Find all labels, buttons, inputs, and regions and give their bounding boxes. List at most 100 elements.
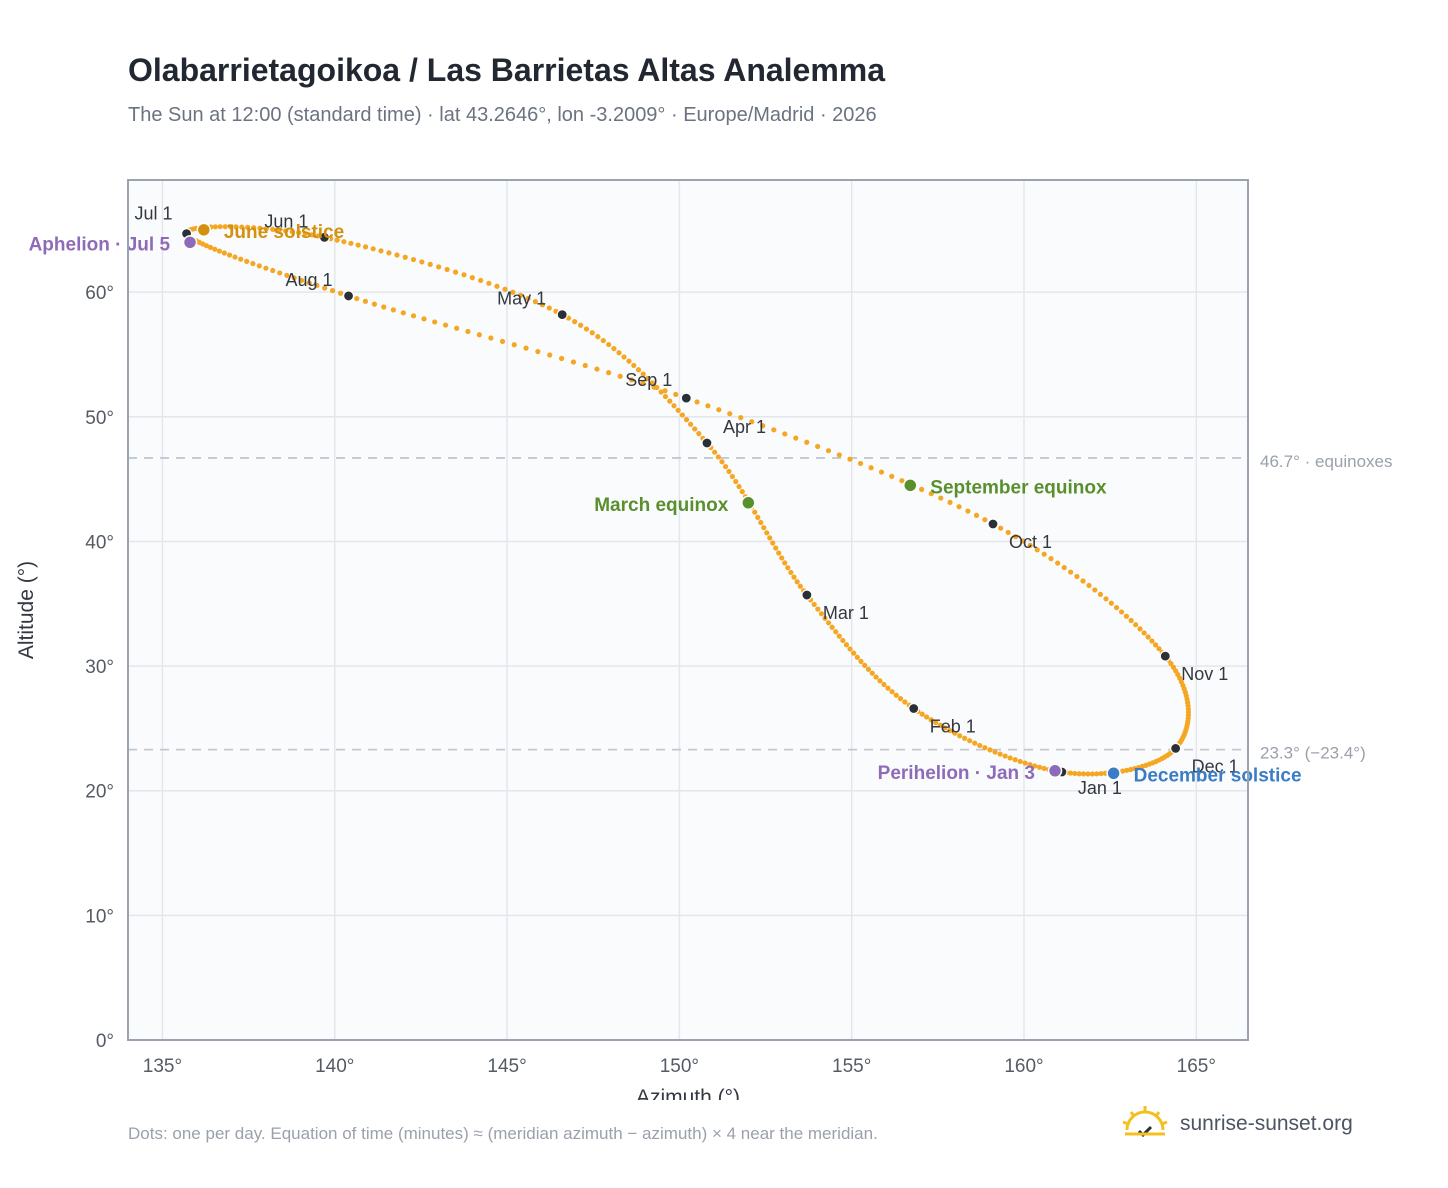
daily-sun-dot <box>640 371 646 377</box>
month-marker <box>556 309 568 321</box>
daily-sun-dot <box>694 399 700 405</box>
month-label: Feb 1 <box>930 716 976 736</box>
daily-sun-dot <box>1145 634 1151 640</box>
daily-sun-dot <box>947 727 953 734</box>
sun-logo-icon <box>1122 1106 1168 1138</box>
daily-sun-dot <box>1123 613 1130 619</box>
daily-sun-dot <box>889 689 895 695</box>
daily-sun-dot <box>972 740 978 746</box>
daily-sun-dot <box>1118 609 1125 615</box>
daily-sun-dot <box>212 224 218 230</box>
daily-sun-dot <box>1022 760 1028 766</box>
x-tick-label: 135° <box>143 1056 182 1077</box>
daily-sun-dot <box>631 362 637 369</box>
month-label: Jul 1 <box>135 204 173 224</box>
daily-sun-dot <box>1124 767 1130 773</box>
daily-sun-dot <box>738 415 744 421</box>
daily-sun-dot <box>928 491 934 497</box>
daily-sun-dot <box>488 335 494 341</box>
daily-sun-dot <box>329 288 336 294</box>
daily-sun-dot <box>207 244 214 251</box>
daily-sun-dot <box>965 508 971 514</box>
daily-sun-dot <box>239 224 245 230</box>
daily-sun-dot <box>729 473 736 480</box>
daily-sun-dot <box>257 225 263 231</box>
daily-sun-dot <box>1007 755 1013 761</box>
daily-sun-dot <box>858 658 864 664</box>
month-label: Dec 1 <box>1192 756 1239 776</box>
daily-sun-dot <box>928 717 934 723</box>
daily-sun-dot <box>410 313 417 319</box>
brand[interactable]: sunrise-sunset.org <box>1120 1102 1353 1146</box>
daily-sun-dot <box>1113 604 1120 611</box>
daily-sun-dot <box>758 519 764 526</box>
daily-sun-dot <box>600 337 606 344</box>
daily-sun-dot <box>662 393 669 400</box>
daily-sun-dot <box>771 427 777 433</box>
daily-sun-dot <box>679 412 685 418</box>
daily-sun-dot <box>1027 542 1033 548</box>
daily-sun-dot <box>836 452 842 458</box>
daily-sun-dot <box>952 730 958 736</box>
daily-sun-dot <box>212 246 218 252</box>
daily-sun-dot <box>1103 596 1109 602</box>
daily-sun-dot <box>226 252 233 258</box>
daily-sun-dot <box>582 362 588 369</box>
x-tick-label: 150° <box>660 1056 699 1077</box>
month-label: Oct 1 <box>1009 532 1052 552</box>
daily-sun-dot <box>919 486 925 492</box>
daily-sun-dot <box>764 530 770 536</box>
daily-sun-dot <box>461 272 467 278</box>
daily-sun-dot <box>793 435 799 441</box>
reference-lines: 46.7° · equinoxes 23.3° (−23.4°) <box>128 452 1393 763</box>
daily-sun-dot <box>362 298 369 304</box>
daily-sun-dot <box>270 226 276 232</box>
daily-sun-dot <box>651 384 657 390</box>
daily-sun-dot <box>386 250 392 256</box>
event-label: March equinox <box>594 495 729 516</box>
daily-sun-dot <box>962 735 968 741</box>
reference-line-label: 46.7° · equinoxes <box>1260 452 1393 471</box>
daily-sun-dot <box>289 229 295 235</box>
daily-sun-dot <box>760 423 766 429</box>
daily-sun-dot <box>611 346 617 352</box>
daily-sun-dot <box>1156 646 1162 652</box>
daily-sun-dot <box>1074 573 1080 580</box>
daily-sun-dot <box>1005 529 1011 536</box>
daily-sun-dot <box>675 407 681 413</box>
axes <box>127 179 1249 1041</box>
daily-sun-dot <box>1055 560 1061 566</box>
brand-name: sunrise-sunset.org <box>1180 1112 1353 1135</box>
daily-sun-dot <box>719 459 725 465</box>
event-marker <box>741 495 756 511</box>
daily-sun-dot <box>739 489 745 495</box>
daily-sun-dot <box>442 322 449 328</box>
plot-area <box>128 180 1248 1040</box>
daily-sun-dot <box>1128 766 1134 773</box>
daily-sun-dot <box>476 332 482 338</box>
daily-sun-dot <box>203 243 210 249</box>
daily-sun-dot <box>982 517 988 523</box>
daily-sun-dot <box>818 611 825 617</box>
daily-sun-dot <box>843 642 850 648</box>
daily-sun-dot <box>782 560 788 566</box>
daily-sun-dot <box>649 380 655 386</box>
month-marker <box>318 231 331 243</box>
daily-sun-dot <box>811 601 817 608</box>
daily-sun-dot <box>776 550 782 556</box>
chart-subtitle: The Sun at 12:00 (standard time) · lat 4… <box>128 104 877 126</box>
daily-sun-dot <box>825 620 832 626</box>
daily-sun-dot <box>893 692 899 698</box>
daily-sun-dot <box>804 439 810 445</box>
daily-sun-dot <box>546 305 552 311</box>
daily-sun-dot <box>390 307 396 313</box>
daily-sun-dot <box>314 282 320 289</box>
daily-sun-dot <box>1027 761 1033 768</box>
daily-sun-dot <box>902 699 908 705</box>
daily-sun-dot <box>1013 534 1019 540</box>
daily-sun-dot <box>589 330 595 336</box>
daily-sun-dot <box>1152 642 1159 648</box>
daily-sun-dot <box>836 633 842 639</box>
daily-sun-dot <box>606 341 612 348</box>
daily-sun-dot <box>322 285 328 291</box>
